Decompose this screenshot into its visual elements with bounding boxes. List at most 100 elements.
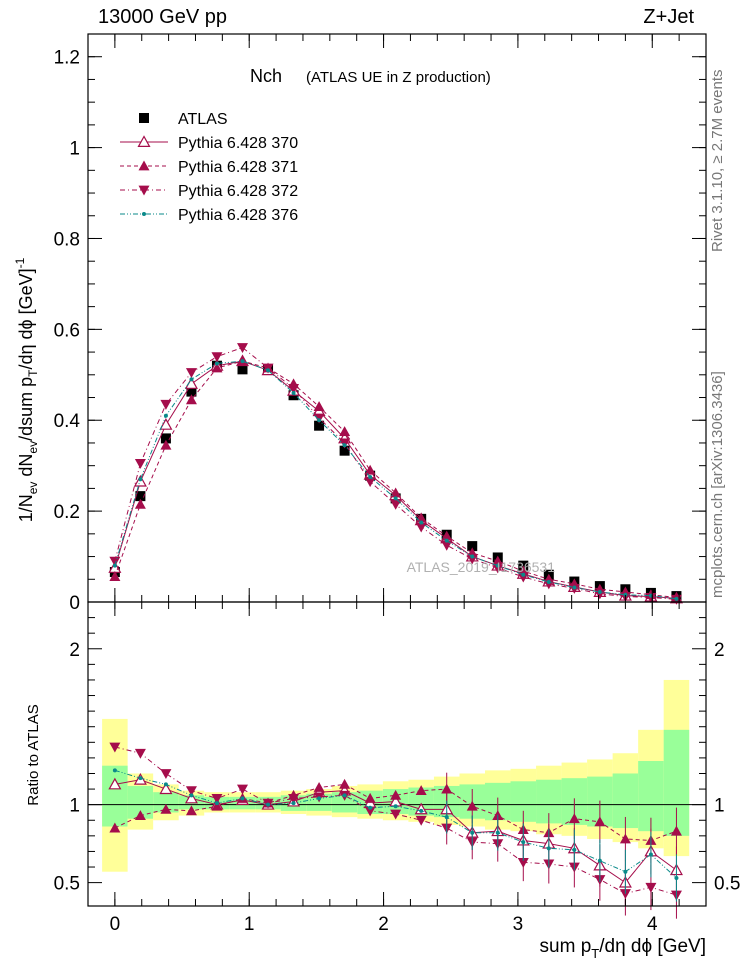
data-point bbox=[390, 487, 402, 498]
data-point bbox=[288, 384, 300, 394]
ratio-tick-label-right: 1 bbox=[714, 796, 725, 817]
ratio-point bbox=[390, 809, 402, 820]
data-point bbox=[492, 563, 504, 574]
data-point bbox=[313, 401, 325, 412]
ratio-point bbox=[160, 803, 172, 814]
data-point bbox=[572, 585, 577, 590]
y-tick-label: 0.6 bbox=[54, 320, 80, 341]
data-point bbox=[546, 580, 551, 585]
ratio-point bbox=[109, 742, 121, 753]
data-point bbox=[339, 445, 350, 456]
data-point bbox=[112, 563, 117, 568]
ratio-point bbox=[674, 875, 679, 880]
data-point bbox=[597, 590, 602, 595]
ratio-point bbox=[237, 784, 248, 795]
svg-text:1/Nev dNev/dsum pT/dη dϕ [GeV]: 1/Nev dNev/dsum pT/dη dϕ [GeV]-1 bbox=[13, 257, 40, 522]
ratio-point bbox=[189, 793, 194, 798]
data-point bbox=[339, 426, 351, 436]
ratio-point bbox=[470, 830, 475, 835]
legend-marker bbox=[142, 212, 146, 216]
x-tick-label: 2 bbox=[378, 914, 389, 935]
ratio-panel: 0.5 0.5 1 1 2 2 0 1 2 3 4 Ratio to ATLAS sum pT/d… bbox=[25, 34, 740, 961]
data-point bbox=[444, 538, 449, 543]
data-point bbox=[189, 377, 194, 382]
data-point bbox=[134, 498, 146, 509]
ratio-line bbox=[114, 746, 677, 896]
data-point bbox=[186, 386, 197, 397]
ratio-point bbox=[572, 847, 577, 852]
main-panel: 0 0.2 0.4 0.6 0.8 1 1.2 Nch (ATLAS UE in Z pro… bbox=[13, 48, 706, 614]
data-point bbox=[211, 362, 223, 373]
data-point bbox=[185, 368, 197, 379]
data-point bbox=[185, 394, 197, 405]
x-tick-label: 3 bbox=[513, 914, 524, 935]
ratio-point bbox=[291, 801, 296, 806]
header-left: 13000 GeV pp bbox=[98, 6, 227, 28]
ratio-point bbox=[444, 815, 449, 820]
x-tick-label: 1 bbox=[244, 914, 255, 935]
ratio-point bbox=[163, 782, 168, 787]
ratio-point bbox=[288, 794, 300, 804]
ratio-point bbox=[134, 810, 146, 820]
ratio-point bbox=[368, 805, 373, 810]
ratio-point bbox=[339, 778, 351, 789]
legend: ATLAS Pythia 6.428 370 Pythia 6.428 371 Pyt… bbox=[120, 111, 298, 224]
y-tick-label: 0.8 bbox=[54, 229, 80, 250]
ratio-point bbox=[138, 776, 143, 781]
legend-marker bbox=[137, 135, 151, 147]
analysis-watermark: ATLAS_2019_I1736531 bbox=[407, 559, 556, 575]
ratio-tick-label: 1 bbox=[69, 796, 80, 817]
data-point bbox=[521, 572, 526, 577]
ratio-point bbox=[109, 822, 121, 833]
data-point bbox=[466, 554, 478, 565]
ratio-point bbox=[619, 833, 631, 844]
x-axis-ticks: 0 1 2 3 4 bbox=[110, 34, 680, 935]
plot-subtitle: (ATLAS UE in Z production) bbox=[306, 69, 491, 86]
ratio-point bbox=[415, 785, 427, 796]
data-point bbox=[109, 571, 121, 581]
ratio-y-ticks: 0.5 0.5 1 1 2 2 bbox=[54, 617, 740, 895]
ratio-point bbox=[390, 789, 402, 800]
data-point bbox=[415, 522, 427, 533]
legend-marker bbox=[138, 185, 150, 196]
ratio-y-axis-label: Ratio to ATLAS bbox=[25, 704, 42, 805]
y-tick-label: 1.2 bbox=[54, 48, 80, 69]
data-point bbox=[470, 554, 475, 559]
data-point bbox=[237, 364, 248, 375]
main-series bbox=[108, 343, 683, 605]
ratio-point bbox=[597, 858, 602, 863]
ratio-point bbox=[185, 786, 197, 797]
ratio-point bbox=[211, 794, 223, 804]
header-right: Z+Jet bbox=[643, 6, 694, 28]
data-point bbox=[543, 579, 555, 590]
ratio-point bbox=[134, 748, 146, 759]
ratio-point bbox=[364, 792, 376, 803]
data-point bbox=[364, 464, 376, 475]
data-point bbox=[163, 413, 168, 418]
data-point bbox=[393, 496, 398, 501]
main-y-ticks: 0 0.2 0.4 0.6 0.8 1 1.2 bbox=[54, 48, 706, 614]
ratio-point bbox=[317, 796, 322, 801]
inner-band-bin bbox=[331, 792, 358, 813]
ratio-point bbox=[441, 783, 453, 794]
ratio-point bbox=[670, 825, 682, 836]
ratio-point bbox=[648, 852, 653, 857]
ratio-point bbox=[623, 869, 628, 874]
main-y-axis-label: 1/Nev dNev/dsum pT/dη dϕ [GeV]-1 bbox=[13, 257, 40, 522]
ratio-point bbox=[240, 796, 245, 801]
ratio-point bbox=[112, 768, 117, 773]
ratio-point bbox=[214, 801, 219, 806]
data-point bbox=[441, 530, 453, 541]
plot-title: Nch bbox=[250, 66, 282, 86]
ratio-tick-label: 2 bbox=[69, 640, 80, 661]
inner-band-bin bbox=[153, 792, 179, 813]
uncertainty-bands bbox=[88, 679, 706, 872]
x-tick-label: 0 bbox=[110, 914, 121, 935]
data-point bbox=[492, 555, 504, 566]
ratio-point bbox=[313, 782, 325, 792]
data-point bbox=[109, 556, 121, 567]
data-point bbox=[364, 477, 376, 488]
ratio-point bbox=[160, 769, 172, 779]
ratio-frame bbox=[87, 601, 707, 907]
ratio-point bbox=[266, 802, 271, 807]
